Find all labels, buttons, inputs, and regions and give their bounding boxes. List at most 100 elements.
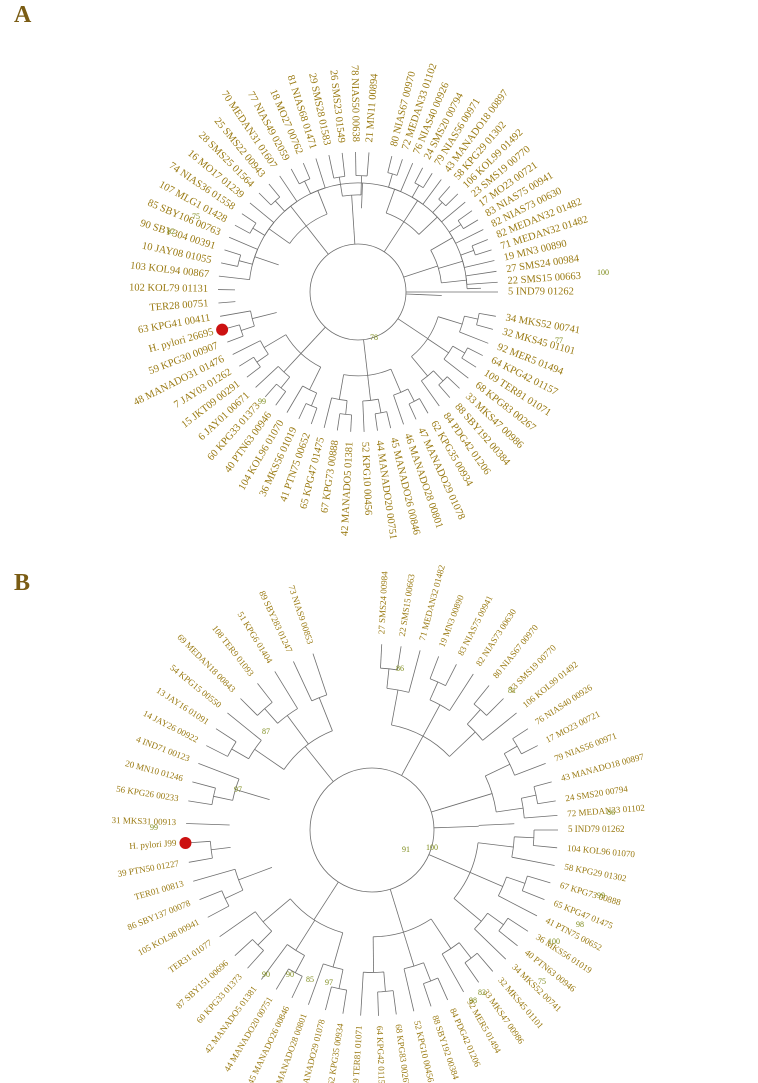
tree-branch [445, 664, 457, 686]
bootstrap-value: 90 [262, 970, 270, 979]
tree-branch [506, 876, 526, 884]
tree-arc [511, 836, 515, 858]
tree-arc [503, 753, 515, 776]
tree-arc [253, 356, 261, 368]
tree-branch [511, 856, 555, 866]
tree-branch [479, 312, 496, 317]
tree-branch [512, 728, 529, 740]
leaf-label: 62 KPG35 00934 [326, 1022, 346, 1083]
bootstrap-value: 98 [469, 996, 477, 1005]
tree-branch [232, 340, 261, 355]
tree-arc [284, 201, 298, 212]
tree-arc [373, 918, 432, 938]
tree-branch [429, 656, 440, 679]
tree-branch [361, 182, 363, 209]
tree-branch [228, 236, 258, 250]
tree-branch [431, 807, 445, 813]
tree-branch [302, 162, 311, 179]
panel-label: A [14, 2, 32, 28]
tree-branch [274, 200, 285, 212]
tree-branch [390, 368, 402, 393]
leaf-label: TER28 00751 [149, 298, 209, 314]
leaf-label: 31 MKS31 00913 [112, 815, 177, 827]
tree-branch [455, 229, 484, 244]
tree-branch [367, 375, 371, 401]
tree-branch [391, 689, 399, 726]
tree-arc [459, 315, 465, 333]
tree-branch [467, 709, 481, 725]
tree-branch [433, 370, 444, 382]
tree-branch [257, 930, 273, 946]
tree-branch [400, 162, 414, 192]
tree-branch [474, 928, 507, 960]
tree-branch [374, 413, 378, 431]
bootstrap-value: 98 [576, 920, 584, 929]
tree-branch [524, 815, 558, 819]
tree-branch [438, 186, 451, 200]
tree-branch [393, 902, 404, 933]
tree-branch [315, 326, 326, 338]
leaf-label: 58 KPG29 01302 [564, 862, 628, 884]
tree-branch [422, 704, 441, 737]
tree-arc [310, 187, 326, 195]
bootstrap-value: 86 [607, 808, 615, 817]
tree-branch [423, 983, 432, 1007]
leaf-label: 104 KOL96 01070 [567, 843, 636, 860]
leaf-label: 22 SMS15 00663 [397, 573, 417, 637]
tree-arc [331, 397, 348, 401]
tree-branch [407, 388, 415, 402]
tree-branch [527, 875, 551, 884]
tree-branch [385, 189, 396, 214]
tree-branch [427, 338, 449, 354]
leaf-label: 102 KOL79 01131 [129, 282, 208, 294]
bootstrap-value: 75 [192, 212, 200, 221]
tree-branch [252, 312, 277, 320]
tree-arc [467, 723, 484, 741]
tree-branch [521, 794, 537, 799]
tree-branch [393, 395, 404, 425]
tree-branch [533, 845, 558, 849]
leaf-label: TER01 00813 [133, 878, 185, 902]
tree-branch [380, 644, 383, 669]
tree-arc [237, 254, 242, 267]
tree-branch [411, 356, 428, 377]
tree-branch [188, 857, 213, 863]
leaf-label: 42 MANADO5 01381 [340, 442, 356, 537]
tree-branch [444, 793, 493, 809]
leaf-label: 27 SMS24 00984 [376, 571, 389, 635]
tree-arc [432, 212, 442, 223]
tree-branch [482, 712, 517, 741]
tree-arc [257, 701, 273, 716]
tree-branch [199, 890, 222, 901]
leaf-label: 22 SMS15 00663 [507, 271, 581, 287]
bootstrap-value: 99 [150, 823, 158, 832]
leaf-label: 73 NIAS9 00853 [286, 584, 315, 646]
tree-branch [350, 414, 352, 432]
tree-branch [341, 152, 346, 177]
tree-arc [264, 222, 275, 236]
tree-branch [418, 216, 438, 235]
tree-branch [308, 963, 324, 1005]
tree-branch [241, 213, 257, 224]
tree-branch [231, 748, 249, 760]
tree-arc [377, 990, 394, 993]
tree-branch [430, 918, 452, 949]
tree-branch [471, 239, 488, 247]
tree-branch [274, 671, 298, 709]
tree-branch [377, 399, 382, 413]
tree-branch [485, 763, 511, 777]
bootstrap-value: 87 [262, 727, 270, 736]
tree-branch [387, 156, 393, 173]
tree-arc [250, 310, 255, 327]
tree-branch [452, 345, 465, 354]
tree-branch [391, 221, 405, 241]
tree-branch [317, 190, 328, 215]
tree-branch [227, 712, 262, 741]
bootstrap-value: 90 [286, 970, 294, 979]
bootstrap-value: 99 [597, 891, 605, 900]
leaf-label: 52 KPG10 00456 [412, 1020, 436, 1083]
tree-arc [474, 912, 488, 930]
tree-branch [246, 366, 261, 378]
bootstrap-value: 82 [478, 988, 486, 997]
